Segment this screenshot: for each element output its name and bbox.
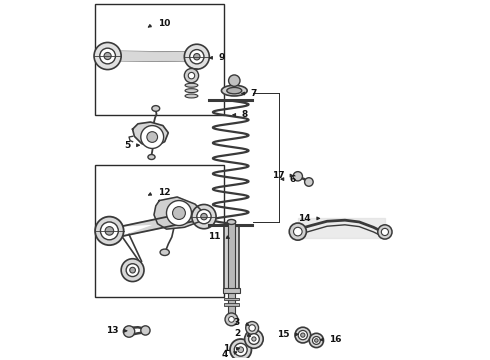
Circle shape [201,213,207,220]
Bar [223,288,240,293]
Circle shape [289,223,306,240]
Circle shape [309,333,323,348]
Circle shape [184,44,209,69]
Bar [223,303,239,306]
Circle shape [234,343,247,356]
Polygon shape [133,122,168,147]
Circle shape [381,228,389,235]
Circle shape [126,264,139,276]
Text: 1: 1 [223,344,229,353]
Circle shape [188,72,195,79]
Circle shape [228,316,234,322]
Circle shape [305,178,313,186]
Circle shape [190,50,204,64]
Circle shape [301,333,305,337]
Circle shape [245,330,263,348]
Circle shape [295,327,311,343]
Circle shape [252,337,256,341]
Text: 4: 4 [221,350,227,359]
Circle shape [192,204,216,229]
Polygon shape [123,212,192,236]
Circle shape [100,222,118,240]
Text: 5: 5 [124,141,130,150]
Circle shape [95,217,123,245]
Text: 3: 3 [233,318,240,327]
Ellipse shape [221,85,247,96]
Circle shape [167,201,192,225]
Circle shape [100,48,116,64]
Text: 13: 13 [106,326,118,335]
Circle shape [315,339,318,342]
Bar [95,165,223,297]
Bar [228,220,235,320]
Circle shape [294,227,302,236]
Polygon shape [121,52,184,61]
Circle shape [123,326,135,337]
Text: 14: 14 [298,214,311,223]
Circle shape [130,267,135,273]
Circle shape [378,225,392,239]
Bar [223,225,239,292]
Ellipse shape [185,83,198,87]
Text: 6: 6 [289,175,295,184]
Circle shape [105,226,114,235]
Circle shape [313,337,320,345]
Circle shape [94,42,121,69]
Circle shape [172,207,185,220]
Ellipse shape [160,249,170,256]
Circle shape [293,172,302,181]
Text: 7: 7 [250,89,257,98]
Circle shape [184,68,198,83]
Text: 9: 9 [218,53,224,62]
Circle shape [197,210,211,224]
Ellipse shape [227,220,236,225]
Circle shape [248,334,259,345]
Ellipse shape [152,105,160,111]
Ellipse shape [148,154,155,159]
Circle shape [228,75,240,86]
Text: 10: 10 [158,19,170,28]
Circle shape [141,126,164,148]
Circle shape [104,53,111,60]
Text: 15: 15 [277,330,290,339]
Circle shape [121,259,144,282]
Text: 2: 2 [235,329,241,338]
Circle shape [298,330,307,340]
Text: 17: 17 [271,171,284,180]
Polygon shape [154,197,204,229]
Ellipse shape [185,94,198,98]
Bar [223,298,239,301]
Text: 16: 16 [329,335,342,344]
Circle shape [141,326,150,335]
Text: 12: 12 [158,188,170,197]
Circle shape [147,132,158,142]
Ellipse shape [227,87,242,94]
Text: 11: 11 [208,232,220,241]
Circle shape [194,54,200,60]
Circle shape [225,313,238,326]
Circle shape [249,325,255,331]
Circle shape [230,339,251,360]
Circle shape [245,321,259,334]
Text: 8: 8 [242,111,247,120]
Ellipse shape [185,89,198,93]
Bar [95,4,223,115]
Circle shape [238,347,244,352]
